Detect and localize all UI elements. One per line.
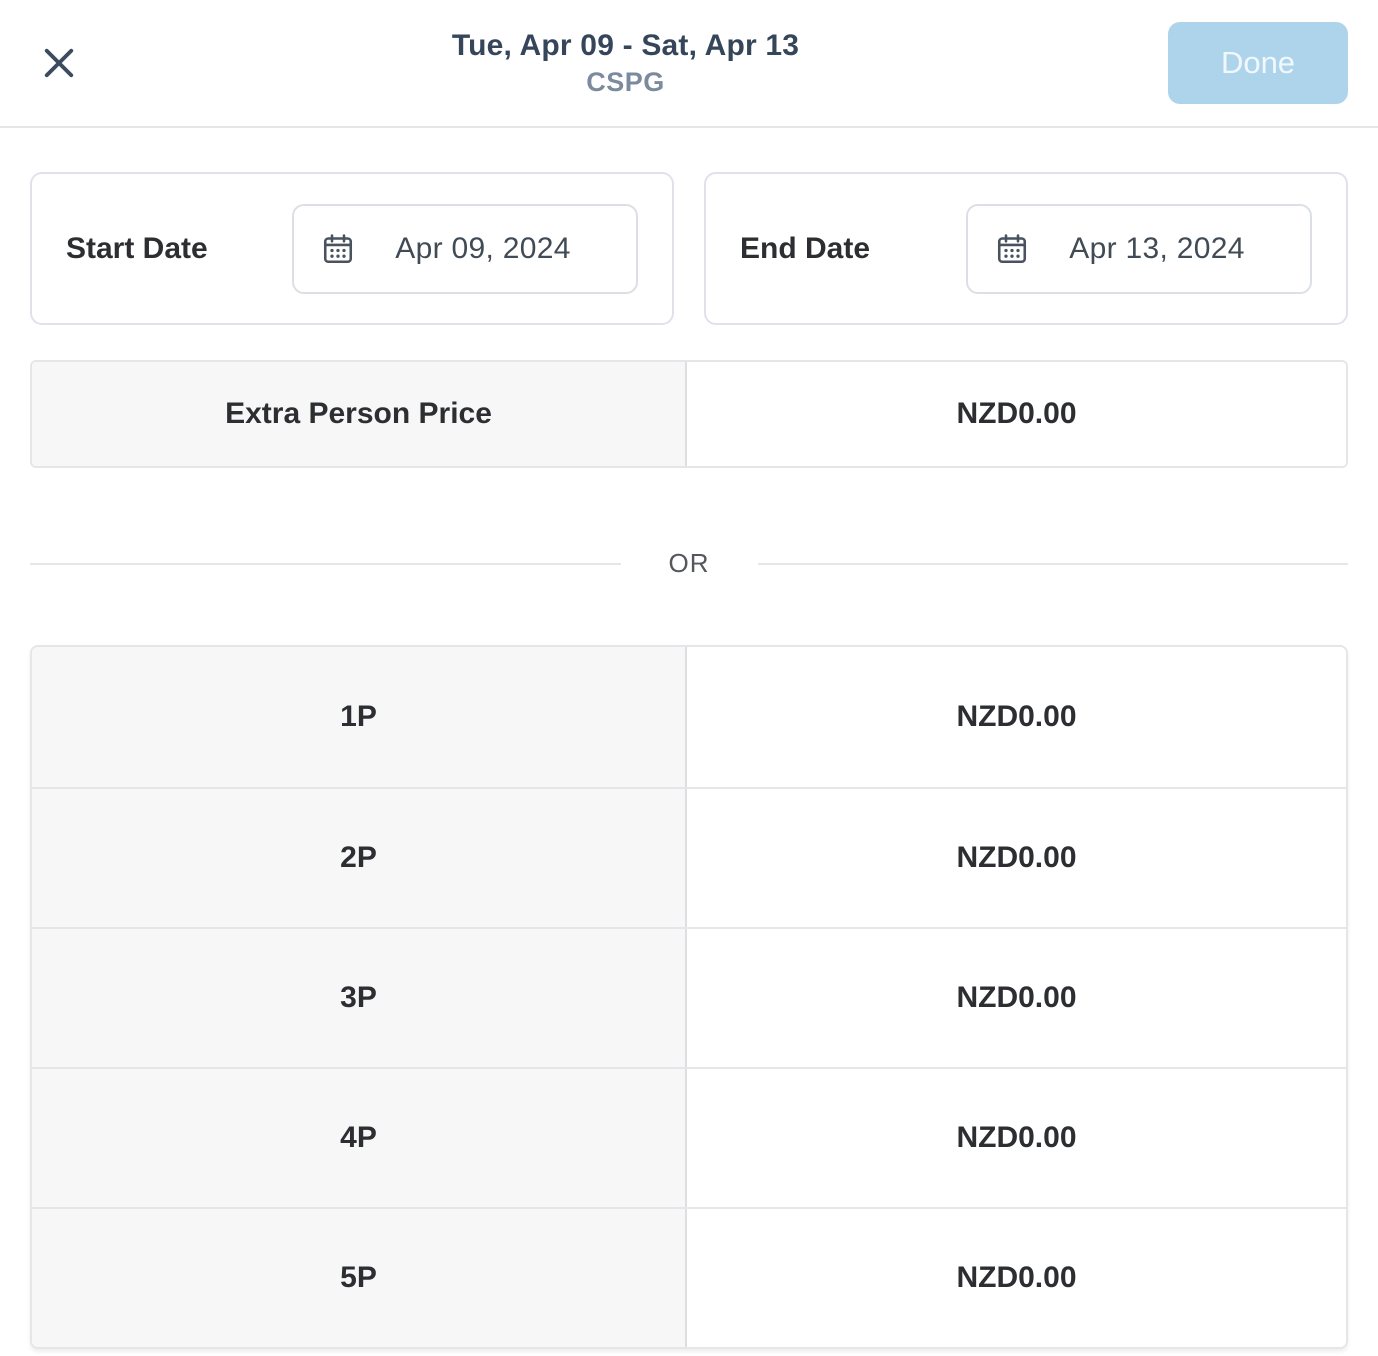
table-row: 4P NZD0.00 (32, 1067, 1346, 1207)
divider-line (757, 562, 1348, 565)
extra-person-price-value[interactable]: NZD0.00 (687, 362, 1346, 466)
extra-person-price-row: Extra Person Price NZD0.00 (30, 360, 1348, 468)
start-date-picker[interactable]: Apr 09, 2024 (292, 203, 638, 294)
or-divider: OR (30, 548, 1348, 579)
table-row: 3P NZD0.00 (32, 927, 1346, 1067)
occupancy-price-value[interactable]: NZD0.00 (687, 1209, 1346, 1347)
end-date-card: End Date Apr 13, 2024 (704, 172, 1348, 325)
modal-header: Tue, Apr 09 - Sat, Apr 13 CSPG Done (0, 0, 1378, 128)
table-row: 2P NZD0.00 (32, 787, 1346, 927)
calendar-icon (994, 231, 1030, 267)
extra-person-price-label: Extra Person Price (32, 362, 687, 466)
close-icon (38, 42, 80, 84)
header-title-block: Tue, Apr 09 - Sat, Apr 13 CSPG (83, 29, 1168, 98)
occupancy-price-value[interactable]: NZD0.00 (687, 789, 1346, 927)
occupancy-price-value[interactable]: NZD0.00 (687, 1069, 1346, 1207)
table-row: 5P NZD0.00 (32, 1207, 1346, 1347)
occupancy-label: 3P (32, 929, 687, 1067)
occupancy-label: 1P (32, 647, 687, 787)
rate-plan-code: CSPG (586, 66, 665, 97)
table-row: 1P NZD0.00 (32, 647, 1346, 787)
start-date-label: Start Date (66, 231, 208, 265)
occupancy-label: 5P (32, 1209, 687, 1347)
modal-body: Start Date Apr 09, 2024 (0, 172, 1378, 1349)
end-date-label: End Date (740, 231, 871, 265)
occupancy-price-value[interactable]: NZD0.00 (687, 647, 1346, 787)
occupancy-price-value[interactable]: NZD0.00 (687, 929, 1346, 1067)
start-date-value: Apr 09, 2024 (395, 231, 571, 265)
close-button[interactable] (35, 39, 83, 87)
occupancy-label: 4P (32, 1069, 687, 1207)
occupancy-label: 2P (32, 789, 687, 927)
done-button[interactable]: Done (1168, 22, 1348, 104)
date-range-section: Start Date Apr 09, 2024 (30, 172, 1348, 325)
divider-line (30, 562, 621, 565)
occupancy-price-table: 1P NZD0.00 2P NZD0.00 3P NZD0.00 4P NZD0… (30, 645, 1348, 1349)
end-date-picker[interactable]: Apr 13, 2024 (966, 203, 1312, 294)
or-label: OR (668, 548, 710, 578)
calendar-icon (320, 231, 356, 267)
start-date-card: Start Date Apr 09, 2024 (30, 172, 674, 325)
end-date-value: Apr 13, 2024 (1069, 231, 1245, 265)
date-range-title: Tue, Apr 09 - Sat, Apr 13 (451, 28, 800, 62)
